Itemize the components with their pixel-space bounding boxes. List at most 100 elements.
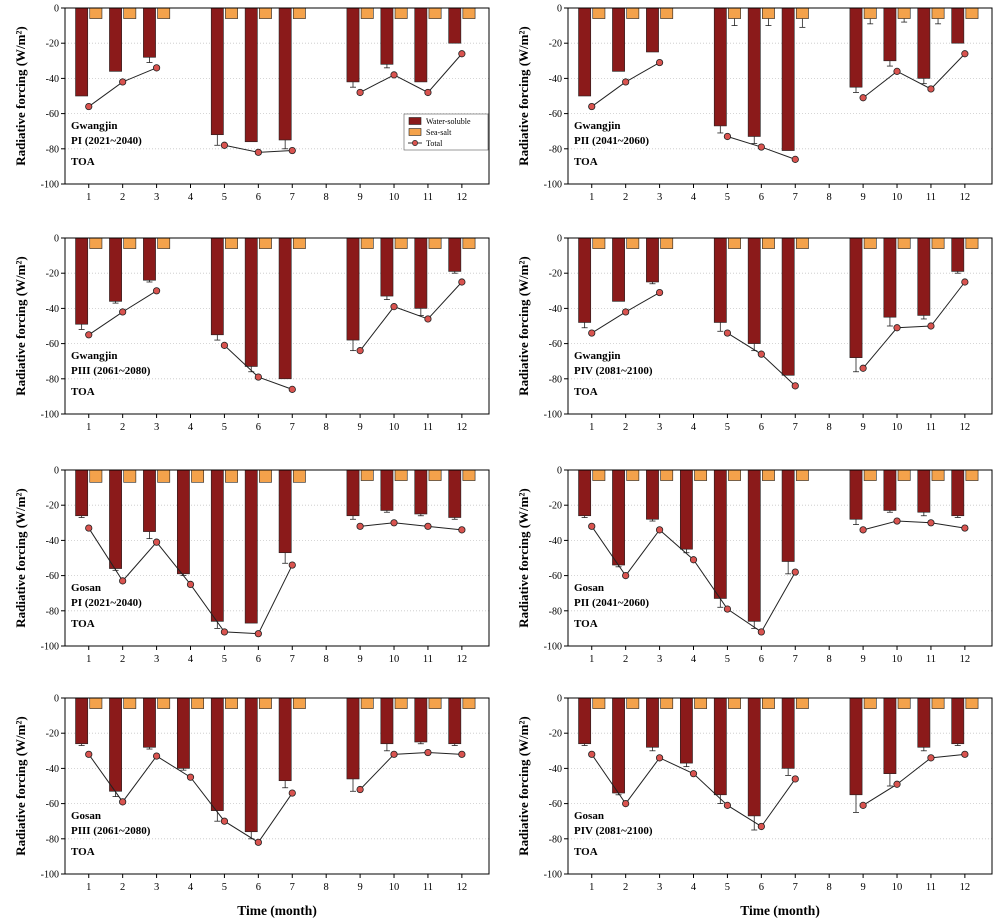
x-tick-label: 11 — [926, 422, 936, 433]
total-point — [390, 750, 398, 758]
x-tick-label: 6 — [759, 882, 764, 893]
sea-salt-bar — [965, 237, 979, 249]
sea-salt-bar — [660, 237, 674, 249]
x-tick-label: 2 — [120, 192, 125, 203]
sea-salt-bar — [863, 237, 877, 249]
water-soluble-bar — [646, 697, 659, 748]
total-point — [288, 385, 296, 393]
total-point — [723, 329, 732, 337]
water-soluble-bar — [713, 469, 727, 599]
panel-period-label: PIII (2061~2080) — [71, 365, 151, 377]
sea-salt-bar — [360, 237, 374, 249]
y-tick-label: 0 — [54, 694, 59, 705]
sea-salt-bar — [394, 237, 408, 249]
sea-salt-bar — [259, 7, 272, 19]
y-tick-label: -100 — [41, 180, 59, 191]
y-axis-title: Radiative forcing (W/m²) — [13, 716, 28, 855]
total-point — [85, 102, 93, 111]
total-point — [961, 750, 969, 758]
x-tick-label: 11 — [423, 882, 433, 893]
x-tick-label: 10 — [389, 882, 400, 893]
water-soluble-bar — [883, 237, 897, 318]
x-tick-label: 3 — [657, 882, 662, 893]
y-tick-label: -100 — [41, 642, 59, 653]
x-tick-label: 6 — [759, 422, 764, 433]
x-tick-label: 3 — [154, 882, 159, 893]
total-point — [390, 519, 398, 527]
sea-salt-bar — [462, 7, 476, 19]
x-tick-label: 2 — [623, 422, 628, 433]
sea-salt-bar — [795, 697, 809, 709]
water-soluble-bar — [346, 469, 360, 517]
y-tick-label: -60 — [549, 339, 562, 350]
water-soluble-bar — [75, 697, 89, 745]
y-tick-label: -60 — [46, 799, 59, 810]
water-soluble-bar — [346, 697, 360, 780]
sea-salt-bar — [360, 7, 374, 19]
sea-salt-bar — [762, 7, 775, 19]
water-soluble-bar — [109, 7, 122, 72]
total-point — [893, 324, 901, 332]
water-soluble-bar — [75, 7, 89, 97]
x-tick-label: 7 — [793, 422, 798, 433]
total-point — [622, 799, 630, 808]
total-point — [723, 132, 732, 141]
panel-site-label: Gosan — [71, 582, 101, 594]
x-tick-label: 5 — [222, 882, 227, 893]
x-tick-label: 9 — [860, 192, 865, 203]
x-tick-label: 12 — [960, 654, 971, 665]
sea-salt-bar — [728, 7, 741, 19]
y-tick-label: -20 — [549, 501, 562, 512]
total-point — [119, 308, 127, 316]
x-tick-label: 9 — [860, 882, 865, 893]
water-soluble-bar — [917, 7, 931, 79]
total-point — [859, 526, 867, 534]
water-soluble-bar — [176, 697, 190, 769]
total-line — [862, 53, 966, 99]
x-tick-label: 3 — [657, 422, 662, 433]
sea-salt-bar — [592, 469, 606, 481]
sea-salt-bar — [897, 697, 911, 709]
sea-salt-bar — [931, 7, 945, 19]
y-tick-label: -100 — [41, 410, 59, 421]
x-tick-label: 8 — [324, 192, 329, 203]
y-tick-label: -100 — [41, 870, 59, 881]
y-tick-label: -60 — [549, 571, 562, 582]
water-soluble-bar — [849, 697, 863, 796]
total-point — [791, 155, 799, 163]
y-tick-label: -40 — [46, 764, 59, 775]
water-soluble-bar — [578, 469, 592, 517]
water-soluble-bar — [75, 469, 89, 517]
y-tick-label: 0 — [557, 466, 562, 477]
x-tick-label: 7 — [290, 192, 295, 203]
x-tick-label: 5 — [725, 192, 730, 203]
y-axis-title: Radiative forcing (W/m²) — [13, 488, 28, 627]
water-soluble-bar — [713, 697, 727, 796]
water-soluble-bar — [646, 7, 659, 53]
sea-salt-bar — [225, 469, 238, 483]
sea-salt-bar — [660, 7, 674, 19]
water-soluble-bar — [244, 469, 258, 624]
total-point — [689, 770, 698, 778]
water-soluble-bar — [380, 237, 394, 297]
total-point — [254, 838, 262, 846]
x-tick-label: 6 — [759, 192, 764, 203]
x-tick-label: 5 — [725, 882, 730, 893]
sea-salt-bar — [694, 469, 708, 481]
total-point — [893, 780, 901, 788]
x-tick-label: 1 — [86, 192, 91, 203]
water-soluble-bar — [244, 7, 258, 143]
water-soluble-bar — [713, 237, 727, 323]
y-tick-label: -20 — [46, 269, 59, 280]
x-tick-label: 10 — [389, 654, 400, 665]
water-soluble-bar — [448, 7, 462, 44]
sea-salt-bar — [89, 237, 103, 249]
sea-salt-bar — [931, 237, 945, 249]
sea-salt-bar — [157, 469, 171, 483]
sea-salt-bar — [292, 237, 306, 249]
sea-salt-bar — [795, 237, 809, 249]
x-tick-label: 6 — [256, 654, 261, 665]
water-soluble-bar — [951, 697, 965, 745]
water-soluble-bar — [414, 697, 428, 743]
